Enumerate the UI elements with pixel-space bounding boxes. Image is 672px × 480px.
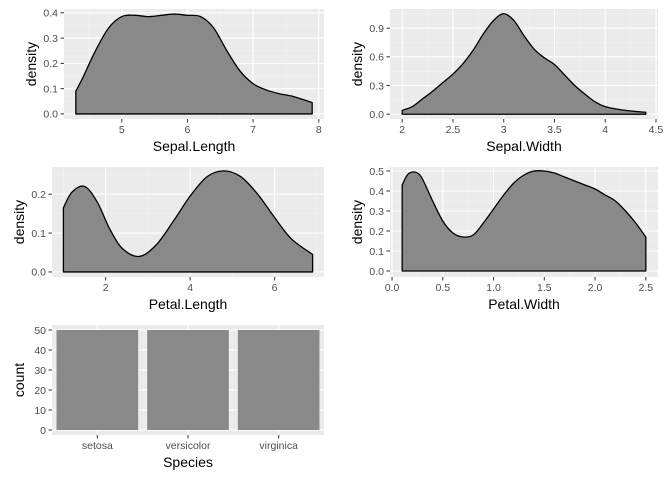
bar-versicolor bbox=[147, 330, 229, 430]
y-tick-label: 0.1 bbox=[31, 228, 46, 240]
x-axis-title: Sepal.Width bbox=[486, 138, 561, 154]
x-axis-title: Petal.Length bbox=[149, 296, 228, 312]
y-tick-label: 40 bbox=[34, 345, 46, 357]
panel-4: 0.0 0.5 1.0 1.5 2.0 2.5 0.0 0.1 0.2 0.3 0.4 0.5 Peta… bbox=[349, 166, 658, 312]
y-tick-label: 10 bbox=[34, 405, 46, 417]
x-tick-label: 2.5 bbox=[446, 124, 461, 136]
density-area bbox=[62, 170, 314, 273]
panel-2: 2 2.5 3 3.5 4 4.5 0.0 0.3 0.6 0.9 Sepal.Width densi… bbox=[349, 9, 663, 154]
y-tick-label: 0.0 bbox=[369, 109, 384, 121]
x-tick-label: 2.0 bbox=[588, 282, 603, 294]
y-tick-label: 0.9 bbox=[369, 23, 384, 35]
y-tick-label: 0.1 bbox=[369, 246, 384, 258]
x-axis-title: Sepal.Length bbox=[153, 138, 236, 154]
x-tick-label: 6 bbox=[272, 282, 278, 294]
x-tick-label: 1.5 bbox=[537, 282, 552, 294]
y-axis-title: density bbox=[11, 200, 27, 244]
y-tick-label: 0.5 bbox=[369, 166, 384, 178]
y-tick-label: 30 bbox=[34, 365, 46, 377]
y-tick-label: 0.2 bbox=[369, 226, 384, 238]
y-tick-label: 0.3 bbox=[43, 33, 58, 45]
x-axis-title: Petal.Width bbox=[488, 296, 560, 312]
density-area bbox=[401, 13, 647, 115]
y-tick-label: 0.3 bbox=[369, 206, 384, 218]
x-tick-label: setosa bbox=[82, 440, 113, 452]
panel-1: 5 6 7 8 0.0 0.1 0.2 0.3 0.4 Sepal.Length density bbox=[23, 8, 324, 154]
x-tick-label: 0.5 bbox=[435, 282, 450, 294]
x-tick-label: 2 bbox=[103, 282, 109, 294]
x-axis-title: Species bbox=[163, 454, 213, 470]
panel-5: setosa versicolor virginica 0 10 20 30 40 50 Spec… bbox=[11, 325, 324, 470]
x-tick-label: 8 bbox=[316, 124, 322, 136]
y-axis-title: count bbox=[11, 363, 27, 397]
y-tick-label: 0.0 bbox=[31, 267, 46, 279]
y-axis-title: density bbox=[349, 42, 365, 86]
x-tick-label: 1.0 bbox=[486, 282, 501, 294]
x-tick-label: virginica bbox=[259, 440, 298, 452]
panel-3: 2 4 6 0.0 0.1 0.2 Petal.Length density bbox=[11, 167, 324, 312]
x-tick-label: 0.0 bbox=[385, 282, 400, 294]
bar-setosa bbox=[56, 330, 139, 430]
bar-virginica bbox=[237, 330, 320, 430]
density-area bbox=[401, 169, 647, 272]
y-tick-label: 0.6 bbox=[369, 52, 384, 64]
density-area bbox=[75, 13, 313, 115]
x-tick-label: 2.5 bbox=[639, 282, 654, 294]
x-tick-label: 4.5 bbox=[649, 124, 664, 136]
y-axis-title: density bbox=[349, 200, 365, 244]
y-tick-label: 0.2 bbox=[43, 58, 58, 70]
y-tick-label: 0.0 bbox=[369, 266, 384, 278]
y-axis-title: density bbox=[23, 42, 39, 86]
y-tick-label: 0.4 bbox=[369, 186, 384, 198]
x-tick-label: 7 bbox=[250, 124, 256, 136]
y-tick-label: 0.0 bbox=[43, 109, 58, 121]
y-tick-label: 0.3 bbox=[369, 80, 384, 92]
x-tick-label: 4 bbox=[602, 124, 608, 136]
x-tick-label: 6 bbox=[185, 124, 191, 136]
x-tick-label: 3 bbox=[501, 124, 507, 136]
x-tick-label: versicolor bbox=[166, 440, 211, 452]
x-tick-label: 4 bbox=[187, 282, 193, 294]
y-tick-label: 0.4 bbox=[43, 8, 58, 20]
x-tick-label: 5 bbox=[119, 124, 125, 136]
y-tick-label: 0.1 bbox=[43, 83, 58, 95]
x-tick-label: 2 bbox=[399, 124, 405, 136]
y-tick-label: 50 bbox=[34, 325, 46, 337]
y-tick-label: 20 bbox=[34, 385, 46, 397]
y-tick-label: 0 bbox=[40, 425, 46, 437]
x-tick-label: 3.5 bbox=[547, 124, 562, 136]
y-tick-label: 0.2 bbox=[31, 189, 46, 201]
